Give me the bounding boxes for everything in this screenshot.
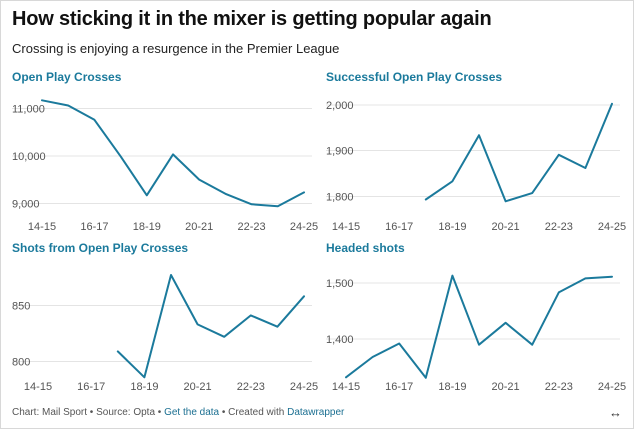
series-line-3 [116,274,305,379]
x-tick-label-4-2: 16-17 [385,381,413,393]
y-tick-label-2-1: 1,800 [326,191,354,203]
x-tick-label-2-2: 16-17 [385,221,413,233]
chart-subtitle: Crossing is enjoying a resurgence in the… [12,41,340,56]
y-tick-label-4-2: 1,500 [326,278,354,290]
x-tick-label-2-4: 20-21 [492,221,520,233]
series-line-1 [41,99,305,208]
panel-title-2: Successful Open Play Crosses [326,70,502,84]
panel-title-3: Shots from Open Play Crosses [12,241,188,255]
y-tick-label-3-2: 850 [12,300,30,312]
x-tick-label-3-1: 14-15 [24,381,52,393]
y-tick-label-3-1: 800 [12,357,30,369]
x-tick-label-2-5: 22-23 [545,221,573,233]
panel-title-1: Open Play Crosses [12,70,122,84]
x-tick-label-2-6: 24-25 [598,221,626,233]
x-tick-label-1-5: 22-23 [238,221,266,233]
x-tick-label-4-6: 24-25 [598,381,626,393]
datawrapper-link[interactable]: Datawrapper [287,407,345,418]
x-tick-label-1-1: 14-15 [28,221,56,233]
footer: Chart: Mail Sport • Source: Opta • Get t… [12,407,344,418]
x-tick-label-1-4: 20-21 [185,221,213,233]
y-tick-label-2-3: 2,000 [326,100,354,112]
chart-title: How sticking it in the mixer is getting … [12,8,492,30]
x-tick-label-3-3: 18-19 [130,381,158,393]
x-tick-label-3-5: 22-23 [237,381,265,393]
x-tick-label-2-3: 18-19 [438,221,466,233]
x-tick-label-1-6: 24-25 [290,221,318,233]
footer-created-with: • Created with [221,407,285,418]
x-tick-label-4-4: 20-21 [492,381,520,393]
panel-title-4: Headed shots [326,241,405,255]
y-tick-label-1-3: 11,000 [12,103,45,115]
x-tick-label-1-3: 18-19 [133,221,161,233]
get-the-data-link[interactable]: Get the data [164,407,220,418]
x-tick-label-4-3: 18-19 [438,381,466,393]
series-line-2 [424,102,613,203]
x-tick-label-2-1: 14-15 [332,221,360,233]
y-tick-label-4-1: 1,400 [326,334,354,346]
series-line-4 [345,274,613,379]
footer-source: Chart: Mail Sport • Source: Opta • [12,407,162,418]
x-tick-label-3-6: 24-25 [290,381,318,393]
x-tick-label-3-4: 20-21 [184,381,212,393]
x-tick-label-3-2: 16-17 [77,381,105,393]
x-tick-label-4-5: 22-23 [545,381,573,393]
x-tick-label-1-2: 16-17 [80,221,108,233]
y-tick-label-1-1: 9,000 [12,198,40,210]
x-tick-label-4-1: 14-15 [332,381,360,393]
y-tick-label-2-2: 1,900 [326,146,354,158]
y-tick-label-1-2: 10,000 [12,151,46,163]
expand-icon[interactable]: ↔ [609,405,622,420]
